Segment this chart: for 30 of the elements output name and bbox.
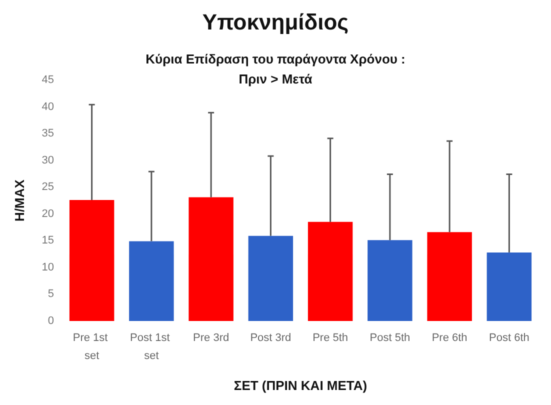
x-axis-title: ΣΕΤ (ΠΡΙΝ ΚΑΙ ΜΕΤΑ) [234, 378, 368, 393]
x-tick-label: Pre 1st set [72, 332, 111, 362]
y-tick-label: 0 [48, 315, 54, 327]
chart-title: Υποκνημίδιος [202, 10, 349, 34]
x-tick-label: Pre 6th [432, 332, 468, 344]
y-tick-label: 35 [42, 128, 54, 140]
bar [188, 197, 234, 321]
x-tick-label: Pre 3rd [193, 332, 230, 344]
x-tick-label: Post 3rd [250, 332, 292, 344]
bar [248, 236, 294, 321]
x-tick-label: Post 6th [489, 332, 530, 344]
bar [368, 240, 412, 321]
bar [308, 222, 353, 321]
y-tick-label: 45 [42, 74, 54, 86]
bar [427, 232, 472, 321]
y-axis-title: Η/MAX [12, 179, 27, 222]
x-tick-label: Post 1st set [130, 332, 173, 362]
bar [486, 252, 532, 321]
y-tick-label: 15 [42, 234, 54, 247]
y-tick-label: 10 [42, 261, 54, 274]
y-tick-label: 20 [42, 208, 54, 220]
bar [69, 200, 114, 321]
x-tick-label: Post 5th [370, 332, 410, 344]
y-tick-label: 40 [42, 100, 54, 113]
bar [129, 241, 174, 321]
chart-subtitle: Κύρια Επίδραση του παράγοντα Χρόνου : Πριν > Μετά [146, 52, 406, 86]
y-tick-label: 30 [42, 154, 54, 166]
y-tick-label: 25 [42, 181, 54, 194]
y-tick-label: 5 [48, 288, 54, 300]
x-tick-label: Pre 5th [312, 332, 348, 344]
